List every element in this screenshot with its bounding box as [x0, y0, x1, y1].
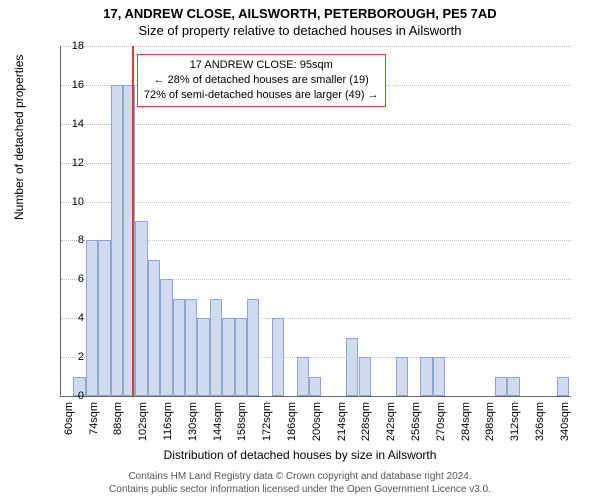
- x-tick: 256sqm: [410, 402, 422, 441]
- x-tick: 74sqm: [88, 402, 100, 435]
- histogram-bar: [346, 338, 358, 396]
- gridline: [61, 163, 571, 164]
- chart-title-address: 17, ANDREW CLOSE, AILSWORTH, PETERBOROUG…: [0, 0, 600, 21]
- histogram-bar: [235, 318, 247, 396]
- x-tick: 158sqm: [236, 402, 248, 441]
- x-tick: 242sqm: [385, 402, 397, 441]
- histogram-bar: [433, 357, 445, 396]
- annotation-box: 17 ANDREW CLOSE: 95sqm ← 28% of detached…: [137, 54, 386, 107]
- x-tick: 284sqm: [460, 402, 472, 441]
- footer-attribution: Contains HM Land Registry data © Crown c…: [0, 470, 600, 496]
- histogram-bar: [160, 279, 172, 396]
- x-tick: 88sqm: [112, 402, 124, 435]
- x-tick: 340sqm: [559, 402, 571, 441]
- histogram-bar: [396, 357, 408, 396]
- x-tick: 298sqm: [484, 402, 496, 441]
- gridline: [61, 46, 571, 47]
- x-tick: 228sqm: [360, 402, 372, 441]
- histogram-bar: [272, 318, 284, 396]
- y-axis-label: Number of detached properties: [12, 55, 26, 220]
- marker-line: [132, 46, 134, 396]
- histogram-bar: [297, 357, 309, 396]
- histogram-bar: [309, 377, 321, 396]
- y-tick: 12: [54, 157, 84, 169]
- x-tick: 326sqm: [534, 402, 546, 441]
- x-tick: 60sqm: [63, 402, 75, 435]
- annotation-line1: 17 ANDREW CLOSE: 95sqm: [144, 58, 379, 73]
- histogram-bar: [222, 318, 234, 396]
- histogram-bar: [210, 299, 222, 396]
- x-tick: 200sqm: [311, 402, 323, 441]
- y-tick: 14: [54, 118, 84, 130]
- x-tick: 102sqm: [137, 402, 149, 441]
- x-tick: 312sqm: [509, 402, 521, 441]
- x-tick: 116sqm: [162, 402, 174, 440]
- x-tick: 130sqm: [187, 402, 199, 441]
- x-tick: 270sqm: [435, 402, 447, 441]
- footer-line2: Contains public sector information licen…: [0, 483, 600, 496]
- y-tick: 4: [54, 312, 84, 324]
- x-tick: 186sqm: [286, 402, 298, 441]
- gridline: [61, 124, 571, 125]
- gridline: [61, 202, 571, 203]
- histogram-bar: [247, 299, 259, 396]
- x-tick: 214sqm: [336, 402, 348, 441]
- histogram-bar: [135, 221, 147, 396]
- chart-container: 17, ANDREW CLOSE, AILSWORTH, PETERBOROUG…: [0, 0, 600, 500]
- y-tick: 8: [54, 234, 84, 246]
- y-tick: 18: [54, 40, 84, 52]
- histogram-bar: [148, 260, 160, 396]
- histogram-bar: [98, 240, 110, 396]
- histogram-bar: [86, 240, 98, 396]
- y-tick: 2: [54, 351, 84, 363]
- chart-subtitle: Size of property relative to detached ho…: [0, 21, 600, 38]
- histogram-bar: [495, 377, 507, 396]
- histogram-bar: [359, 357, 371, 396]
- footer-line1: Contains HM Land Registry data © Crown c…: [0, 470, 600, 483]
- y-tick: 16: [54, 79, 84, 91]
- y-tick: 6: [54, 273, 84, 285]
- histogram-bar: [507, 377, 519, 396]
- histogram-bar: [185, 299, 197, 396]
- histogram-bar: [111, 85, 123, 396]
- y-tick: 10: [54, 196, 84, 208]
- histogram-bar: [557, 377, 569, 396]
- histogram-bar: [173, 299, 185, 396]
- annotation-line2: ← 28% of detached houses are smaller (19…: [144, 73, 379, 88]
- y-tick: 0: [54, 390, 84, 402]
- x-tick: 172sqm: [261, 402, 273, 441]
- histogram-bar: [197, 318, 209, 396]
- annotation-line3: 72% of semi-detached houses are larger (…: [144, 88, 379, 103]
- x-axis-label: Distribution of detached houses by size …: [0, 448, 600, 462]
- x-tick: 144sqm: [212, 402, 224, 441]
- histogram-bar: [420, 357, 432, 396]
